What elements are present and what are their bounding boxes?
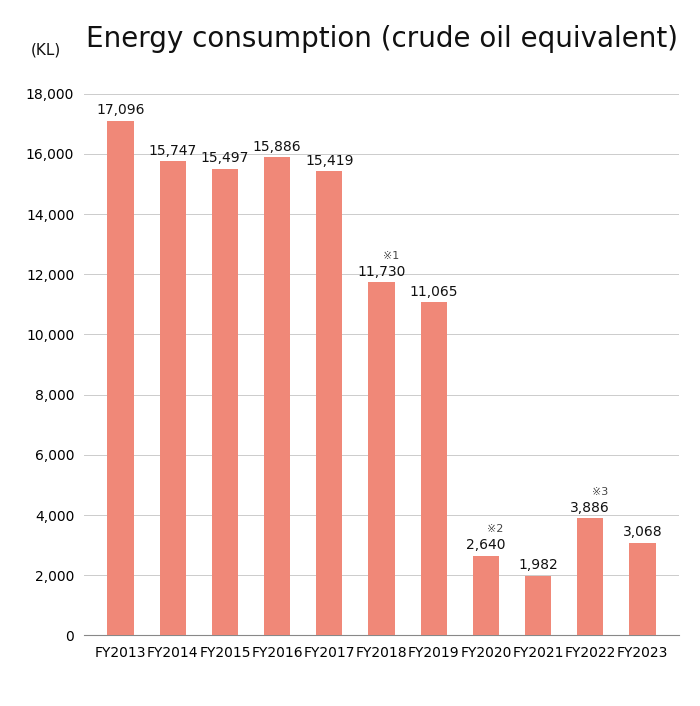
Text: (KL): (KL) (31, 43, 61, 58)
Bar (160, 162, 186, 635)
Text: 11,730: 11,730 (357, 265, 406, 279)
Bar (578, 518, 603, 635)
Bar (629, 543, 655, 635)
Text: 15,886: 15,886 (253, 140, 302, 154)
Text: 11,065: 11,065 (410, 285, 458, 299)
Bar (316, 172, 342, 635)
Text: 15,419: 15,419 (305, 154, 354, 168)
Bar (473, 556, 499, 635)
Text: 15,497: 15,497 (201, 151, 249, 165)
Text: ※1: ※1 (383, 251, 399, 261)
Bar (421, 302, 447, 635)
Bar (264, 157, 290, 635)
Bar (108, 121, 134, 635)
Text: 15,747: 15,747 (148, 144, 197, 158)
Text: 17,096: 17,096 (97, 103, 145, 117)
Text: ※2: ※2 (487, 525, 504, 534)
Text: ※3: ※3 (592, 486, 608, 497)
Text: 3,068: 3,068 (623, 525, 662, 539)
Bar (525, 576, 551, 635)
Bar (212, 169, 238, 635)
Text: 2,640: 2,640 (466, 539, 505, 552)
Title: Energy consumption (crude oil equivalent): Energy consumption (crude oil equivalent… (85, 25, 678, 53)
Text: 3,886: 3,886 (570, 501, 610, 515)
Text: 1,982: 1,982 (518, 558, 558, 572)
Bar (368, 282, 395, 635)
